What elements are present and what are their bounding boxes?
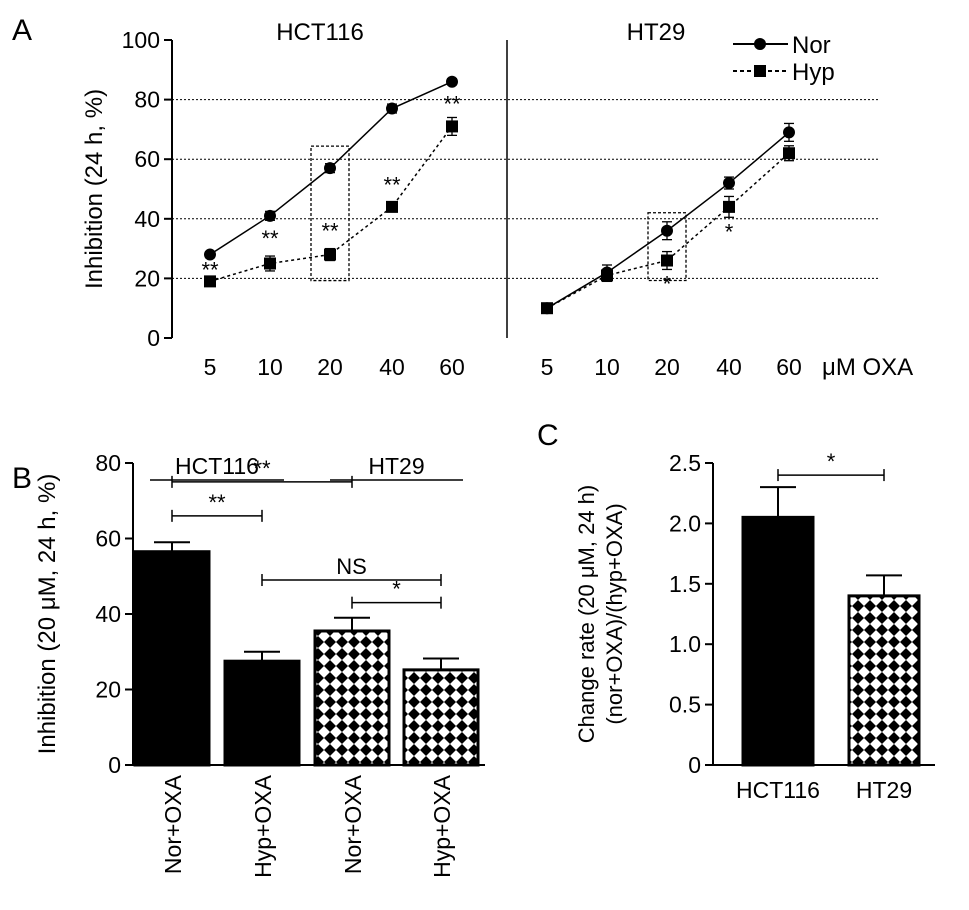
panel-b-bar: [223, 659, 301, 767]
panel-a-y-tick-label: 80: [134, 87, 160, 113]
panel-a-nor-point: [264, 209, 276, 222]
panel-a-significance: *: [725, 219, 734, 244]
panel-a-y-tick-label: 0: [147, 325, 160, 351]
panel-a-hyp-point: [723, 200, 735, 213]
panel-b-bar: [313, 629, 391, 767]
panel-c-y-tick-label: 1.0: [669, 631, 701, 657]
panel-a-hyp-point: [264, 257, 276, 270]
panel-c-y-tick-label: 2.5: [669, 450, 701, 476]
panel-a-x-tick-label: 40: [379, 354, 405, 380]
panel-c-bar: [847, 594, 921, 767]
panel-b-group-label: HCT116: [175, 453, 259, 479]
panel-a-x-axis-label: μM OXA: [822, 354, 913, 381]
panel-b-bar: [402, 668, 480, 767]
panel-b-comparison-label: *: [392, 577, 401, 602]
panel-b-y-tick-label: 20: [95, 677, 121, 703]
panel-letter-a: A: [12, 14, 32, 47]
legend-hyp-marker: [754, 65, 766, 77]
panel-a-highlight-box: [310, 145, 350, 282]
panel-a-x-tick-label: 60: [439, 354, 465, 380]
panel-letter-b: B: [12, 462, 32, 495]
panel-c-y-tick-label: 1.5: [669, 571, 701, 597]
panel-a-x-tick-label: 5: [541, 354, 554, 380]
panel-c-comparison-label: *: [827, 449, 836, 474]
panel-a-hyp-point: [601, 269, 613, 282]
panel-b-y-tick-label: 0: [108, 752, 121, 778]
panel-a-hyp-point: [324, 248, 336, 261]
panel-a-y-tick-label: 40: [134, 206, 160, 232]
panel-a-line-chart: 0 20 40 60 80 100 Inhibition (24 h, %) HCT116…: [81, 19, 913, 381]
panel-a-y-axis-label: Inhibition (24 h, %): [81, 89, 108, 289]
panel-a-significance: **: [383, 172, 401, 197]
panel-a-x-tick-label: 10: [594, 354, 620, 380]
legend-nor-marker: [754, 38, 766, 50]
panel-letter-c: C: [537, 419, 559, 452]
panel-a-nor-point: [783, 126, 795, 139]
panel-b-x-tick-label: Nor+OXA: [340, 774, 366, 874]
panel-a-nor-point: [386, 102, 398, 115]
panel-c-bar-chart: 0 0.5 1.0 1.5 2.0 2.5 Change rate (20 μM, 24 …: [574, 449, 935, 803]
panel-a-y-tick-label: 20: [134, 265, 160, 291]
panel-a-nor-point: [661, 224, 673, 237]
panel-b-comparison-label: NS: [336, 554, 367, 579]
panel-c-y-tick-label: 0.5: [669, 692, 701, 718]
panel-a-legend: Nor Hyp: [733, 32, 835, 86]
panel-c-x-tick-label: HCT116: [736, 777, 820, 803]
panel-a-hyp-line: [209, 125, 453, 283]
panel-b-y-tick-label: 80: [95, 450, 121, 476]
panel-a-nor-point: [446, 75, 458, 88]
panel-b-x-tick-label: Hyp+OXA: [250, 774, 276, 878]
panel-a-y-tick-label: 60: [134, 146, 160, 172]
panel-a-highlight-box: [647, 212, 687, 282]
panel-b-y-tick-label: 60: [95, 526, 121, 552]
panel-a-hyp-point: [783, 147, 795, 160]
panel-a-hyp-point: [204, 275, 216, 288]
panel-b-bar-chart: 0 20 40 60 80 Inhibition (20 μM, 24 h, %) HC…: [34, 450, 485, 878]
panel-c-bar: [741, 515, 815, 767]
panel-c-y-axis-label-line1: Change rate (20 μM, 24 h): [574, 485, 599, 743]
panel-a-significance: **: [443, 91, 461, 116]
panel-c-y-axis-label-line2: (nor+OXA)/(hyp+OXA): [602, 503, 627, 724]
panel-a-hyp-point: [446, 120, 458, 133]
legend-hyp-label: Hyp: [792, 59, 835, 86]
panel-a-nor-point: [324, 162, 336, 175]
panel-b-y-tick-label: 40: [95, 601, 121, 627]
panel-a-x-tick-label: 40: [716, 354, 742, 380]
panel-b-comparison-label: **: [253, 456, 271, 481]
panel-c-y-tick-label: 0: [688, 752, 701, 778]
panel-a-title-hct116: HCT116: [276, 19, 364, 46]
panel-c-y-tick-label: 2.0: [669, 510, 701, 536]
panel-a-significance: *: [663, 271, 672, 296]
panel-b-x-tick-label: Hyp+OXA: [429, 774, 455, 878]
panel-b-group-label: HT29: [368, 453, 424, 479]
panel-a-x-tick-label: 20: [317, 354, 343, 380]
panel-a-hyp-point: [386, 200, 398, 213]
panel-a-x-tick-label: 60: [776, 354, 802, 380]
panel-a-hyp-point: [541, 302, 553, 315]
legend-nor-label: Nor: [792, 32, 831, 59]
panel-a-title-ht29: HT29: [627, 19, 686, 46]
panel-a-x-tick-label: 5: [204, 354, 217, 380]
panel-a-significance: **: [261, 226, 279, 251]
panel-b-bar: [133, 550, 211, 767]
panel-a-x-tick-label: 20: [654, 354, 680, 380]
panel-b-y-axis-label: Inhibition (20 μM, 24 h, %): [34, 474, 61, 755]
panel-a-nor-point: [723, 177, 735, 190]
panel-a-significance: **: [201, 257, 219, 282]
panel-a-nor-point: [204, 248, 216, 261]
panel-a-hyp-point: [661, 254, 673, 267]
panel-b-comparison-label: **: [208, 490, 226, 515]
panel-a-x-tick-label: 10: [257, 354, 283, 380]
panel-b-x-tick-label: Nor+OXA: [160, 774, 186, 874]
panel-c-x-tick-label: HT29: [856, 777, 912, 803]
panel-a-y-tick-label: 100: [122, 27, 160, 53]
panel-a-significance: **: [321, 219, 339, 244]
